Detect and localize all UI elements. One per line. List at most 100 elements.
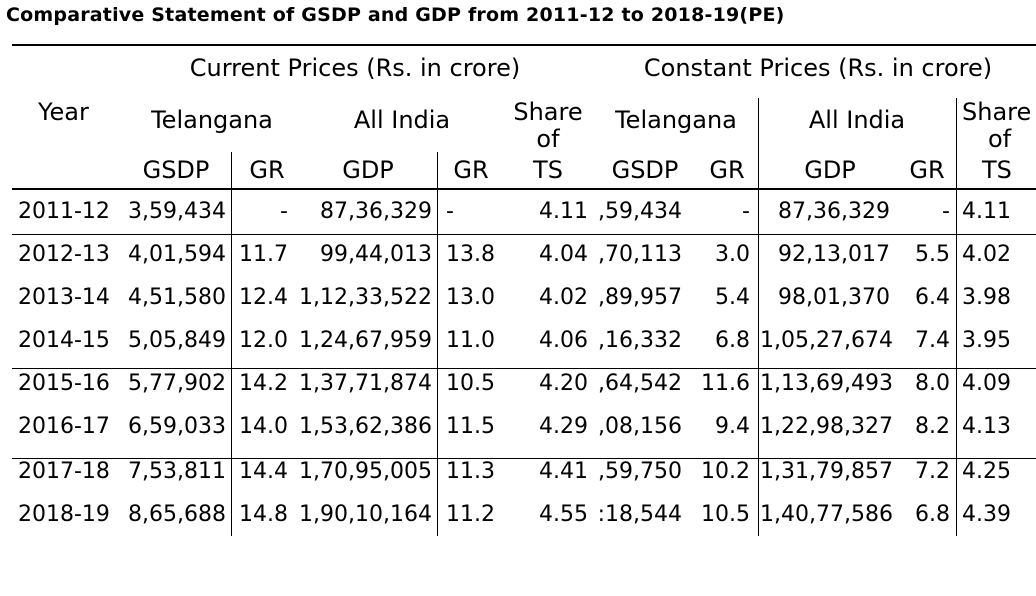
cell-constant-gdp-gr: 6.4 (915, 285, 950, 310)
cell-year: 2011-12 (18, 199, 110, 224)
cell-constant-gsdp-gr: 6.8 (715, 328, 750, 353)
header-year: Year (38, 98, 89, 126)
header-share-constant-3: TS (982, 156, 1012, 184)
cell-constant-gdp-gr: 8.2 (915, 414, 950, 439)
cell-current-share: 4.04 (539, 242, 588, 267)
cell-constant-gdp-gr: 5.5 (915, 242, 950, 267)
cell-current-share: 4.02 (539, 285, 588, 310)
cell-current-gdp: 87,36,329 (320, 199, 432, 224)
cell-current-gsdp-gr: 12.0 (239, 328, 288, 353)
cell-year: 2017-18 (18, 459, 110, 484)
cell-constant-gsdp: ,16,332 (598, 328, 682, 353)
header-gr-gdp-current: GR (453, 156, 489, 184)
cell-current-gsdp-gr: - (280, 199, 288, 224)
cell-current-share: 4.29 (539, 414, 588, 439)
header-share-constant-1: Share (962, 98, 1032, 126)
cell-constant-gsdp-gr: 9.4 (715, 414, 750, 439)
header-share-current-2: of (536, 125, 560, 153)
cell-constant-gdp-gr: 7.4 (915, 328, 950, 353)
cell-constant-gdp-gr: - (942, 199, 950, 224)
col-divider-4 (956, 98, 957, 536)
cell-current-gsdp-gr: 12.4 (239, 285, 288, 310)
cell-constant-gsdp: ,08,156 (598, 414, 682, 439)
cell-constant-gsdp-gr: 3.0 (715, 242, 750, 267)
cell-current-gsdp-gr: 14.4 (239, 459, 288, 484)
cell-current-gdp-gr: 11.5 (446, 414, 495, 439)
cell-current-share: 4.55 (539, 502, 588, 527)
cell-constant-gdp: 87,36,329 (778, 199, 890, 224)
cell-constant-gdp: 1,22,98,327 (760, 414, 893, 439)
cell-constant-gsdp: ,89,957 (598, 285, 682, 310)
header-constant-prices: Constant Prices (Rs. in crore) (643, 54, 993, 82)
cell-constant-gsdp: ,70,113 (598, 242, 682, 267)
cell-current-gsdp-gr: 14.8 (239, 502, 288, 527)
cell-current-gdp-gr: 13.0 (446, 285, 495, 310)
cell-current-gdp: 1,24,67,959 (299, 328, 432, 353)
col-divider-2 (437, 152, 438, 536)
header-gsdp-current: GSDP (142, 156, 210, 184)
cell-year: 2016-17 (18, 414, 110, 439)
cell-constant-share: 4.25 (962, 460, 1011, 484)
header-gsdp-constant: GSDP (611, 156, 679, 184)
cell-constant-gsdp-gr: 11.6 (701, 371, 750, 396)
cell-constant-gsdp-gr: 10.5 (701, 502, 750, 527)
cell-current-gdp: 1,70,95,005 (299, 459, 432, 484)
cell-constant-gsdp: ,59,434 (598, 199, 682, 224)
cell-current-gdp-gr: 10.5 (446, 371, 495, 396)
cell-current-share: 4.06 (539, 328, 588, 353)
header-telangana-constant: Telangana (615, 106, 737, 134)
cell-year: 2013-14 (18, 285, 110, 310)
cell-constant-share: 4.13 (962, 415, 1011, 439)
col-divider-3 (758, 98, 759, 536)
cell-current-gdp-gr: - (446, 199, 454, 224)
cell-current-gsdp-gr: 14.2 (239, 371, 288, 396)
header-gr-gsdp-constant: GR (709, 156, 745, 184)
cell-constant-gdp-gr: 6.8 (915, 502, 950, 527)
cell-constant-gdp: 1,05,27,674 (760, 328, 893, 353)
cell-constant-share: 3.98 (962, 286, 1011, 310)
header-share-constant-2: of (988, 125, 1012, 153)
row-group-rule-1 (12, 234, 1036, 235)
cell-current-gdp-gr: 11.3 (446, 459, 495, 484)
page-title: Comparative Statement of GSDP and GDP fr… (6, 4, 785, 26)
cell-current-share: 4.20 (539, 371, 588, 396)
cell-current-gdp: 1,37,71,874 (299, 371, 432, 396)
cell-constant-share: 3.95 (962, 329, 1011, 353)
cell-constant-gsdp: :18,544 (597, 502, 682, 527)
cell-current-gdp-gr: 11.0 (446, 328, 495, 353)
header-bottom-rule (12, 188, 1036, 190)
row-group-rule-3 (12, 458, 1036, 459)
row-group-rule-2 (12, 368, 1036, 369)
title-rule (12, 44, 1036, 46)
cell-constant-gdp-gr: 7.2 (915, 459, 950, 484)
cell-constant-gdp: 1,31,79,857 (760, 459, 893, 484)
cell-current-gsdp: 8,65,688 (128, 502, 226, 527)
cell-year: 2014-15 (18, 328, 110, 353)
header-all-india-current: All India (353, 106, 451, 134)
cell-current-gdp: 1,12,33,522 (299, 285, 432, 310)
cell-current-gsdp-gr: 11.7 (239, 242, 288, 267)
header-all-india-constant: All India (808, 106, 906, 134)
cell-current-share: 4.11 (539, 199, 588, 224)
cell-current-gsdp: 7,53,811 (128, 459, 226, 484)
cell-current-gsdp: 4,51,580 (128, 285, 226, 310)
cell-constant-share: 4.11 (962, 200, 1011, 224)
cell-current-gdp: 1,53,62,386 (299, 414, 432, 439)
cell-current-gsdp: 6,59,033 (128, 414, 226, 439)
header-current-prices: Current Prices (Rs. in crore) (189, 54, 521, 82)
cell-current-gsdp: 5,05,849 (128, 328, 226, 353)
cell-constant-gdp: 92,13,017 (778, 242, 890, 267)
cell-constant-gdp: 98,01,370 (778, 285, 890, 310)
col-divider-1 (231, 152, 232, 536)
header-telangana-current: Telangana (151, 106, 273, 134)
cell-year: 2015-16 (18, 371, 110, 396)
header-share-current-1: Share (513, 98, 583, 126)
cell-constant-gdp: 1,40,77,586 (760, 502, 893, 527)
cell-constant-gdp-gr: 8.0 (915, 371, 950, 396)
header-share-current-3: TS (533, 156, 563, 184)
cell-constant-gsdp-gr: 5.4 (715, 285, 750, 310)
header-gr-gsdp-current: GR (249, 156, 285, 184)
cell-current-gdp-gr: 13.8 (446, 242, 495, 267)
header-gr-gdp-constant: GR (909, 156, 945, 184)
